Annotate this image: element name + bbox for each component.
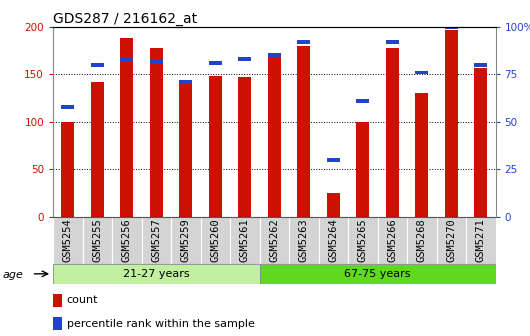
Bar (120, 57, 134, 61)
Bar (238, 77, 251, 217)
Bar (474, 68, 488, 217)
Bar (200, 217, 230, 264)
Text: count: count (67, 295, 98, 305)
Bar (474, 63, 488, 67)
Bar (179, 80, 192, 84)
Bar (415, 71, 428, 74)
Text: GSM5261: GSM5261 (240, 218, 250, 262)
Bar (120, 38, 134, 217)
Bar (238, 57, 251, 61)
Bar (356, 99, 369, 103)
Bar (297, 40, 311, 44)
Bar (149, 48, 163, 217)
Bar (149, 59, 163, 63)
Bar (407, 217, 437, 264)
Bar (209, 76, 222, 217)
Bar (445, 30, 458, 217)
Text: GSM5264: GSM5264 (328, 218, 338, 262)
Text: 67-75 years: 67-75 years (344, 269, 411, 279)
Text: age: age (3, 269, 23, 280)
Bar (326, 193, 340, 217)
Bar (260, 217, 289, 264)
Bar (53, 217, 83, 264)
Text: GSM5268: GSM5268 (417, 218, 427, 262)
Bar (268, 53, 281, 57)
Text: GSM5260: GSM5260 (210, 218, 220, 262)
Text: GDS287 / 216162_at: GDS287 / 216162_at (53, 12, 197, 26)
Text: GSM5255: GSM5255 (92, 218, 102, 262)
Text: GSM5263: GSM5263 (299, 218, 309, 262)
Bar (171, 217, 200, 264)
Bar (415, 93, 428, 217)
Bar (386, 40, 399, 44)
Bar (230, 217, 260, 264)
Bar (437, 217, 466, 264)
Text: GSM5266: GSM5266 (387, 218, 398, 262)
Bar (466, 217, 496, 264)
Bar (348, 217, 377, 264)
Bar (386, 48, 399, 217)
Bar (53, 317, 63, 330)
Bar (326, 158, 340, 162)
Bar (53, 264, 260, 284)
Bar (377, 217, 407, 264)
Text: GSM5254: GSM5254 (63, 218, 73, 262)
Bar (112, 217, 142, 264)
Text: GSM5262: GSM5262 (269, 218, 279, 262)
Bar (356, 122, 369, 217)
Bar (61, 105, 74, 109)
Bar (260, 264, 496, 284)
Bar (83, 217, 112, 264)
Bar (289, 217, 319, 264)
Text: GSM5257: GSM5257 (151, 218, 161, 262)
Bar (209, 61, 222, 65)
Text: 21-27 years: 21-27 years (123, 269, 190, 279)
Text: GSM5271: GSM5271 (476, 218, 486, 262)
Bar (445, 25, 458, 29)
Bar (297, 46, 311, 217)
Text: GSM5265: GSM5265 (358, 218, 368, 262)
Bar (61, 122, 74, 217)
Text: GSM5270: GSM5270 (446, 218, 456, 262)
Text: percentile rank within the sample: percentile rank within the sample (67, 319, 254, 329)
Bar (179, 81, 192, 217)
Bar (268, 53, 281, 217)
Bar (142, 217, 171, 264)
Bar (91, 63, 104, 67)
Text: GSM5259: GSM5259 (181, 218, 191, 262)
Text: GSM5256: GSM5256 (122, 218, 132, 262)
Bar (91, 82, 104, 217)
Bar (53, 294, 63, 307)
Bar (319, 217, 348, 264)
